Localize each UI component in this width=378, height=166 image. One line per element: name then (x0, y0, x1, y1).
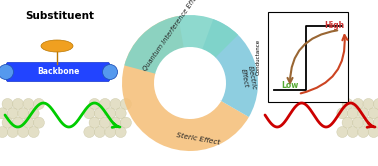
Circle shape (33, 98, 44, 109)
Circle shape (0, 126, 8, 137)
Text: Low: Low (281, 82, 299, 90)
Circle shape (23, 98, 34, 109)
Wedge shape (190, 49, 226, 101)
Circle shape (347, 108, 358, 119)
Circle shape (121, 98, 132, 109)
Text: Substituent: Substituent (25, 11, 94, 21)
Circle shape (373, 117, 378, 128)
Circle shape (105, 108, 116, 119)
Circle shape (368, 108, 378, 119)
Circle shape (337, 126, 348, 137)
Text: Backbone: Backbone (37, 68, 79, 77)
Circle shape (102, 65, 118, 80)
Circle shape (7, 126, 18, 137)
Circle shape (342, 117, 353, 128)
Circle shape (99, 117, 110, 128)
Circle shape (115, 126, 126, 137)
Bar (268, 12, 348, 102)
Circle shape (28, 126, 39, 137)
Circle shape (0, 108, 8, 119)
Wedge shape (124, 15, 238, 83)
Circle shape (89, 98, 100, 109)
Text: Quantum Interference Effect: Quantum Interference Effect (142, 0, 202, 72)
Wedge shape (190, 19, 258, 117)
Circle shape (89, 117, 100, 128)
Circle shape (99, 98, 110, 109)
Circle shape (84, 126, 95, 137)
Circle shape (110, 98, 121, 109)
Wedge shape (155, 47, 215, 83)
Circle shape (337, 108, 348, 119)
Circle shape (2, 98, 13, 109)
Circle shape (110, 117, 121, 128)
Circle shape (18, 126, 29, 137)
Circle shape (33, 117, 44, 128)
Text: Electric
Effect: Electric Effect (239, 65, 257, 91)
Circle shape (121, 117, 132, 128)
Circle shape (0, 65, 14, 80)
Circle shape (94, 126, 105, 137)
Circle shape (23, 117, 34, 128)
Circle shape (353, 117, 364, 128)
Circle shape (94, 108, 105, 119)
Circle shape (28, 108, 39, 119)
Circle shape (373, 98, 378, 109)
Circle shape (363, 98, 374, 109)
Circle shape (18, 108, 29, 119)
Circle shape (155, 48, 225, 118)
Circle shape (105, 126, 116, 137)
Ellipse shape (41, 40, 73, 52)
Circle shape (2, 117, 13, 128)
Text: High: High (324, 22, 344, 31)
Circle shape (347, 126, 358, 137)
Wedge shape (122, 16, 249, 151)
Circle shape (368, 126, 378, 137)
Circle shape (7, 108, 18, 119)
Circle shape (84, 108, 95, 119)
FancyBboxPatch shape (6, 63, 110, 82)
Text: Conductance: Conductance (256, 39, 260, 75)
Circle shape (12, 117, 23, 128)
Circle shape (363, 117, 374, 128)
Circle shape (353, 98, 364, 109)
Circle shape (115, 108, 126, 119)
Wedge shape (154, 47, 221, 119)
Circle shape (12, 98, 23, 109)
Text: Steric Effect: Steric Effect (176, 132, 220, 146)
Circle shape (342, 98, 353, 109)
Circle shape (358, 126, 369, 137)
Circle shape (358, 108, 369, 119)
